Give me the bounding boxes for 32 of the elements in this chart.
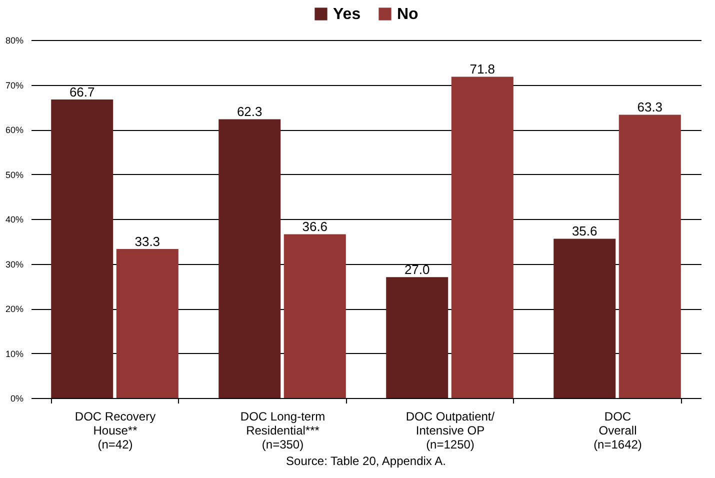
x-tick-label: DOC Long-term Residential*** (n=350) — [240, 410, 326, 452]
y-tick-label: 70% — [5, 80, 24, 90]
bar — [451, 76, 514, 398]
bar — [218, 119, 281, 398]
y-tick-label: 10% — [5, 348, 24, 359]
bar — [554, 238, 616, 398]
text: 27.0 — [404, 262, 430, 278]
text: 33.3 — [134, 234, 160, 249]
y-tick-label: 30% — [5, 259, 24, 270]
source-note: Source: Table 20, Appendix A. — [286, 454, 446, 468]
bar — [618, 114, 681, 398]
bar — [116, 248, 178, 398]
legend-label: Yes — [333, 6, 361, 23]
bar — [51, 100, 114, 398]
text: 63.3 — [637, 100, 663, 115]
x-tick-label: DOC Overall (n=1642) — [594, 410, 642, 452]
y-tick-label: 50% — [5, 170, 24, 180]
legend-label: No — [397, 6, 419, 23]
y-tick-label: 80% — [5, 36, 24, 46]
text: 66.7 — [69, 84, 95, 100]
y-tick-label: 60% — [5, 125, 24, 135]
text: 35.6 — [572, 224, 598, 239]
bar — [386, 277, 448, 398]
y-tick-label: 0% — [10, 394, 24, 404]
text: 36.6 — [302, 219, 328, 234]
text: 62.3 — [236, 104, 262, 120]
y-tick-label: 20% — [5, 304, 24, 314]
text: 71.8 — [470, 62, 496, 77]
x-tick-label: DOC Recovery House** (n=42) — [74, 410, 156, 452]
bar — [284, 234, 346, 398]
x-tick-label: DOC Outpatient/ Intensive OP (n=1250) — [406, 410, 496, 452]
y-tick-label: 40% — [5, 214, 24, 224]
